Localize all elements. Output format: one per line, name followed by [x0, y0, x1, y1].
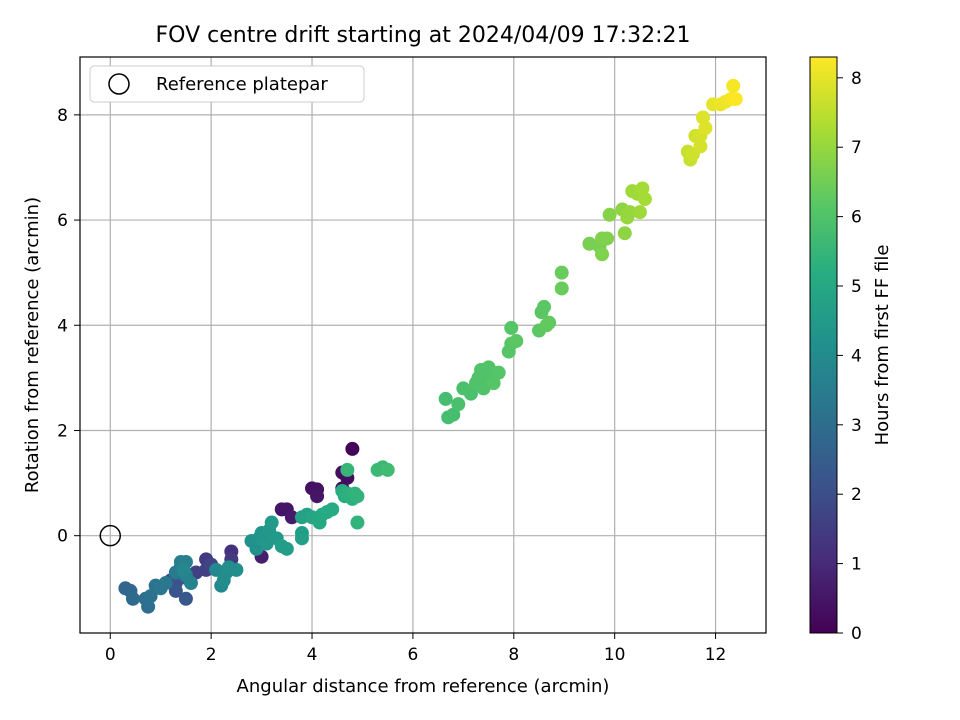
- data-point: [542, 315, 557, 330]
- data-point: [504, 320, 519, 335]
- data-point: [595, 247, 610, 262]
- data-point: [695, 110, 710, 125]
- data-point: [602, 207, 617, 222]
- data-point: [622, 205, 637, 220]
- x-tick-label: 4: [307, 645, 318, 665]
- colorbar-tick-label: 2: [851, 485, 862, 505]
- x-axis-ticks: 0 2 4 6 8 10 12: [105, 633, 727, 665]
- data-point: [350, 515, 365, 530]
- x-tick-label: 8: [508, 645, 519, 665]
- y-tick-label: 2: [57, 421, 68, 441]
- colorbar-tick-label: 5: [851, 277, 862, 297]
- data-point: [463, 386, 478, 401]
- data-point: [537, 299, 552, 314]
- data-point: [284, 510, 299, 525]
- data-point: [143, 589, 158, 604]
- y-tick-label: 6: [57, 211, 68, 231]
- colorbar: [809, 56, 838, 634]
- data-point: [491, 365, 506, 380]
- data-point: [726, 78, 741, 93]
- y-tick-label: 0: [57, 527, 68, 547]
- legend: Reference platepar: [89, 65, 365, 103]
- colorbar-tick-label: 8: [851, 69, 862, 89]
- data-point: [693, 139, 708, 154]
- data-point: [600, 231, 615, 246]
- x-axis-label: Angular distance from reference (arcmin): [237, 676, 610, 697]
- data-point: [141, 599, 156, 614]
- x-tick-label: 12: [705, 645, 727, 665]
- data-point: [345, 441, 360, 456]
- legend-box: [89, 65, 365, 103]
- data-point: [325, 502, 340, 517]
- colorbar-tick-label: 0: [851, 624, 862, 644]
- data-point: [279, 541, 294, 556]
- data-point: [632, 205, 647, 220]
- data-point: [554, 281, 569, 296]
- y-axis-label: Rotation from reference (arcmin): [22, 197, 43, 493]
- chart-title: FOV centre drift starting at 2024/04/09 …: [156, 23, 691, 48]
- colorbar-label: Hours from first FF file: [872, 245, 893, 446]
- data-point: [183, 576, 198, 591]
- data-point: [176, 562, 191, 577]
- colorbar-tick-label: 6: [851, 208, 862, 228]
- data-point: [451, 397, 466, 412]
- data-point: [486, 376, 501, 391]
- x-tick-label: 0: [105, 645, 116, 665]
- colorbar-tick-label: 7: [851, 138, 862, 158]
- data-point: [509, 334, 524, 349]
- colorbar-tick-label: 1: [851, 555, 862, 575]
- x-tick-label: 10: [604, 645, 626, 665]
- legend-label: Reference platepar: [156, 74, 328, 95]
- data-point: [380, 462, 395, 477]
- data-point: [554, 265, 569, 280]
- data-point: [446, 407, 461, 422]
- data-point: [294, 526, 309, 541]
- data-point: [178, 591, 193, 606]
- data-point: [340, 462, 355, 477]
- y-axis-ticks: 0 2 4 6 8: [57, 106, 80, 547]
- data-point: [637, 192, 652, 207]
- data-point: [229, 562, 244, 577]
- reference-platepar-marker: [99, 524, 122, 547]
- colorbar-ticks: 0 1 2 3 4 5 6 7 8: [837, 69, 862, 644]
- legend-marker-icon: [108, 73, 130, 95]
- data-point: [635, 181, 650, 196]
- data-point: [698, 121, 713, 136]
- data-point: [350, 489, 365, 504]
- data-points: [118, 78, 743, 614]
- plot-area: [80, 57, 766, 633]
- colorbar-tick-label: 4: [851, 346, 862, 366]
- data-point: [617, 226, 632, 241]
- y-tick-label: 4: [57, 316, 68, 336]
- data-point: [168, 583, 183, 598]
- colorbar-tick-label: 3: [851, 416, 862, 436]
- data-point: [264, 515, 279, 530]
- data-point: [310, 489, 325, 504]
- data-point: [158, 576, 173, 591]
- x-tick-label: 6: [407, 645, 418, 665]
- plot-frame: [79, 56, 767, 634]
- data-point: [438, 391, 453, 406]
- data-point: [125, 591, 140, 606]
- x-tick-label: 2: [206, 645, 217, 665]
- y-tick-label: 8: [57, 106, 68, 126]
- data-point: [728, 92, 743, 107]
